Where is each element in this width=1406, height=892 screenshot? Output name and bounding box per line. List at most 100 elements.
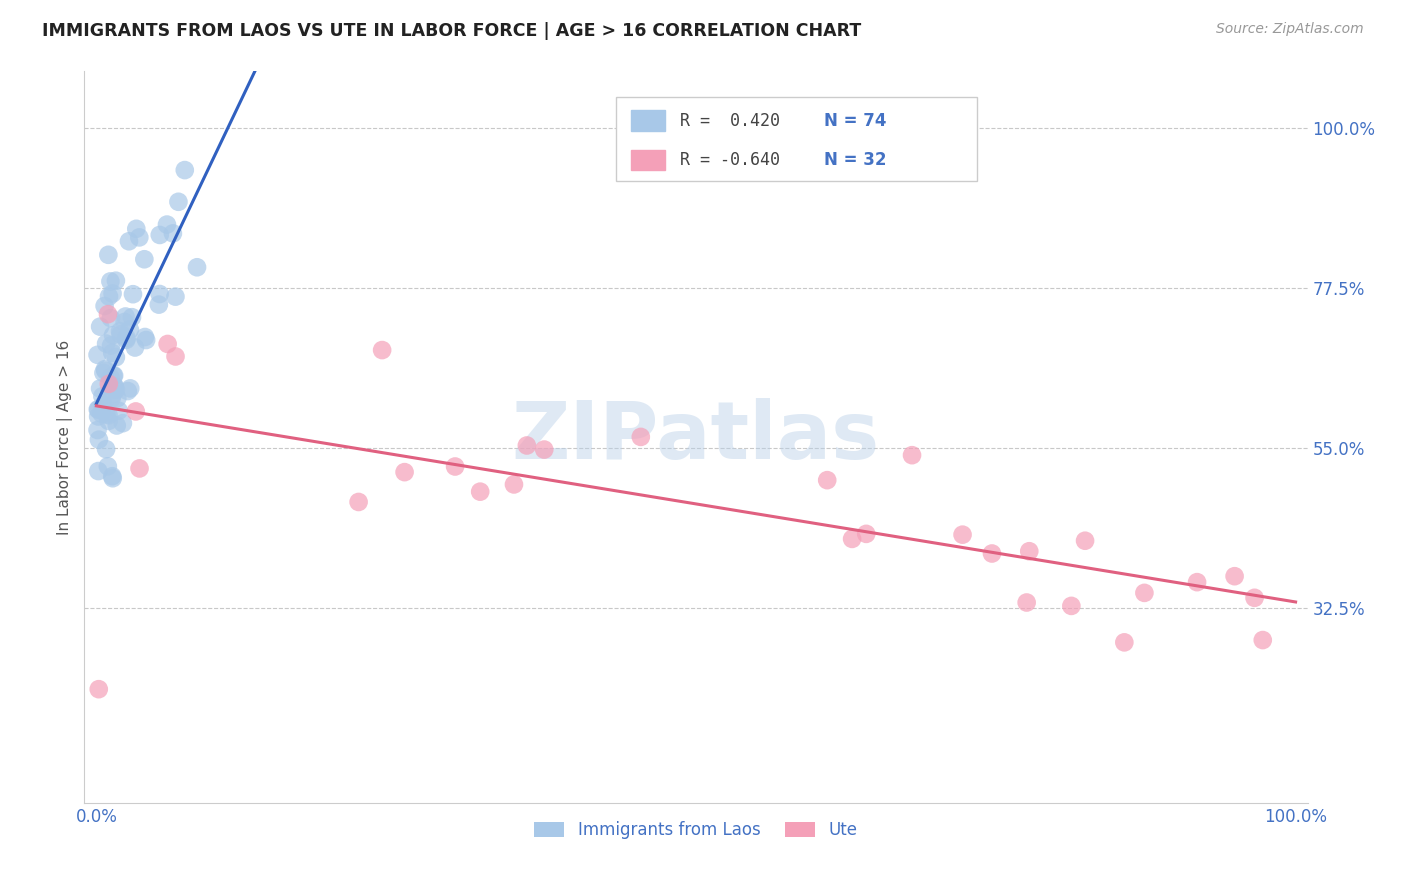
Point — [103, 368, 125, 383]
Point — [128, 230, 150, 244]
Text: N = 74: N = 74 — [824, 112, 887, 129]
Point — [165, 290, 187, 304]
Point — [1074, 533, 1097, 548]
Point — [90, 407, 112, 421]
Point — [503, 477, 526, 491]
Point — [134, 252, 156, 267]
Point — [841, 532, 863, 546]
Point — [118, 323, 141, 337]
Point — [101, 346, 124, 360]
Point — [1185, 575, 1208, 590]
Point — [101, 469, 124, 483]
Point — [87, 433, 110, 447]
Point — [107, 403, 129, 417]
Text: ZIPatlas: ZIPatlas — [512, 398, 880, 476]
Point — [87, 402, 110, 417]
Point — [162, 227, 184, 241]
Point — [87, 682, 110, 697]
Point — [93, 299, 115, 313]
Point — [104, 383, 127, 397]
Point — [94, 362, 117, 376]
Point — [394, 465, 416, 479]
Point — [371, 343, 394, 357]
Point — [134, 330, 156, 344]
Point — [101, 328, 124, 343]
Text: N = 32: N = 32 — [824, 151, 887, 169]
Point — [98, 289, 121, 303]
Point — [97, 414, 120, 428]
Point — [516, 438, 538, 452]
Point — [1223, 569, 1246, 583]
Point — [97, 459, 120, 474]
Point — [114, 310, 136, 324]
Point — [167, 194, 190, 209]
Point — [1015, 595, 1038, 609]
Point — [108, 324, 131, 338]
Text: Source: ZipAtlas.com: Source: ZipAtlas.com — [1216, 22, 1364, 37]
Point — [1251, 633, 1274, 648]
Point — [149, 287, 172, 301]
Point — [104, 274, 127, 288]
Point — [630, 430, 652, 444]
Point — [89, 382, 111, 396]
Text: R =  0.420: R = 0.420 — [681, 112, 780, 129]
Point — [117, 384, 139, 398]
Text: IMMIGRANTS FROM LAOS VS UTE IN LABOR FORCE | AGE > 16 CORRELATION CHART: IMMIGRANTS FROM LAOS VS UTE IN LABOR FOR… — [42, 22, 862, 40]
Point — [901, 448, 924, 462]
Point — [148, 298, 170, 312]
Legend: Immigrants from Laos, Ute: Immigrants from Laos, Ute — [527, 814, 865, 846]
Y-axis label: In Labor Force | Age > 16: In Labor Force | Age > 16 — [58, 340, 73, 534]
Point — [104, 380, 127, 394]
Point — [101, 286, 124, 301]
Point — [100, 370, 122, 384]
Point — [94, 364, 117, 378]
Point — [104, 379, 127, 393]
Point — [100, 274, 122, 288]
Point — [156, 218, 179, 232]
Point — [1114, 635, 1136, 649]
Point — [125, 404, 148, 418]
Point — [110, 327, 132, 342]
Point — [118, 234, 141, 248]
Point — [105, 418, 128, 433]
Point — [111, 416, 134, 430]
Point — [444, 459, 467, 474]
Point — [91, 399, 114, 413]
Point — [1243, 591, 1265, 605]
Point — [86, 423, 108, 437]
Point — [97, 248, 120, 262]
Point — [97, 408, 120, 422]
Point — [94, 336, 117, 351]
Point — [121, 310, 143, 325]
Point — [94, 442, 117, 457]
Bar — [631, 111, 665, 131]
Point — [87, 402, 110, 417]
Point — [96, 407, 118, 421]
Point — [105, 391, 128, 405]
Point — [122, 287, 145, 301]
Point — [100, 338, 122, 352]
Point — [186, 260, 208, 275]
Point — [91, 398, 114, 412]
Point — [97, 376, 120, 391]
Point — [115, 333, 138, 347]
Point — [91, 389, 114, 403]
Point — [100, 392, 122, 406]
Point — [855, 527, 877, 541]
Point — [128, 461, 150, 475]
Point — [135, 333, 157, 347]
Point — [149, 227, 172, 242]
Point — [815, 473, 838, 487]
Point — [97, 307, 120, 321]
Point — [120, 381, 142, 395]
Bar — [631, 150, 665, 170]
Point — [93, 366, 115, 380]
Point — [101, 471, 124, 485]
Point — [100, 311, 122, 326]
Point — [156, 337, 179, 351]
Point — [114, 315, 136, 329]
Point — [87, 409, 110, 424]
Point — [103, 386, 125, 401]
Point — [86, 348, 108, 362]
Point — [1018, 544, 1040, 558]
